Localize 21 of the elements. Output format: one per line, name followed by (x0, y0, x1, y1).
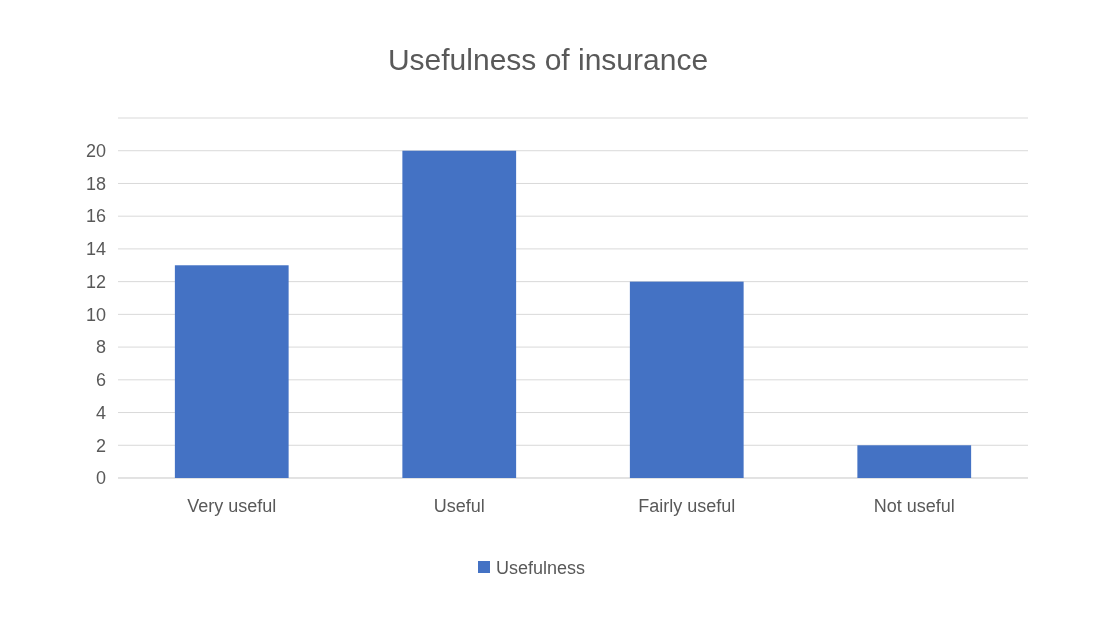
y-tick-label: 10 (85, 304, 106, 325)
y-tick-label: 12 (85, 271, 106, 292)
y-tick-label: 8 (95, 337, 106, 358)
legend-label: Usefulness (496, 558, 586, 579)
y-tick-label: 0 (95, 468, 106, 489)
y-tick-label: 4 (95, 402, 106, 423)
bar (174, 265, 289, 478)
x-tick-label: Not useful (873, 496, 955, 516)
x-tick-label: Very useful (187, 496, 277, 516)
y-tick-label: 16 (85, 206, 106, 227)
y-tick-label: 2 (95, 435, 106, 456)
y-tick-label: 14 (85, 239, 106, 260)
x-tick-label: Useful (433, 496, 485, 516)
bar (629, 281, 744, 478)
bar (402, 150, 517, 478)
x-tick-label: Fairly useful (638, 496, 736, 516)
chart-title: Usefulness of insurance (387, 43, 709, 76)
y-tick-label: 20 (85, 141, 106, 162)
bar (857, 445, 972, 478)
y-tick-label: 6 (95, 370, 106, 391)
y-tick-label: 18 (85, 173, 106, 194)
